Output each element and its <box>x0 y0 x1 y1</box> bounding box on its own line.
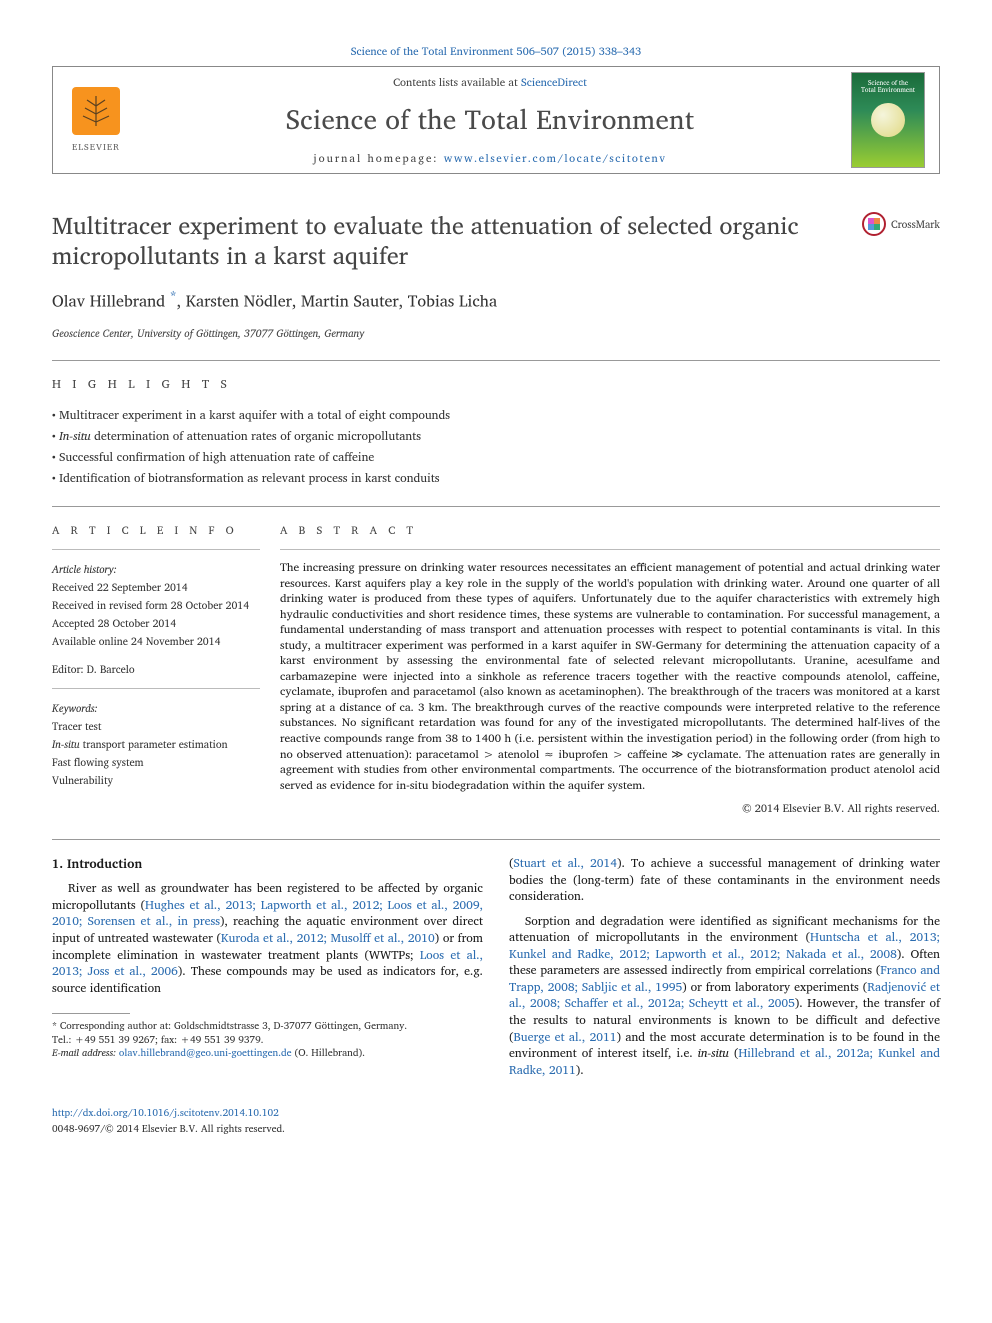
history-accepted: Accepted 28 October 2014 <box>52 614 260 632</box>
elsevier-logo: ELSEVIER <box>67 84 125 156</box>
homepage-label: journal homepage: <box>313 149 443 167</box>
intro-paragraph-1: River as well as groundwater has been re… <box>52 881 483 997</box>
top-citation[interactable]: Science of the Total Environment 506–507… <box>52 42 940 60</box>
corresponding-footnote: * Corresponding author at: Goldschmidtst… <box>52 1020 483 1061</box>
highlight-item: Successful confirmation of high attenuat… <box>52 448 940 467</box>
article-title: Multitracer experiment to evaluate the a… <box>52 210 812 270</box>
keyword: Vulnerability <box>52 771 260 789</box>
history-revised: Received in revised form 28 October 2014 <box>52 596 260 614</box>
crossmark-icon <box>862 212 886 236</box>
intro-paragraph-1-cont: (Stuart et al., 2014). To achieve a succ… <box>509 856 940 906</box>
highlights-heading: H I G H L I G H T S <box>52 360 940 394</box>
keywords-label: Keywords: <box>52 699 260 717</box>
highlight-item: In-situ determination of attenuation rat… <box>52 427 940 446</box>
crossmark-label: CrossMark <box>891 215 940 233</box>
cover-title-2: Total Environment <box>861 86 915 93</box>
history-online: Available online 24 November 2014 <box>52 632 260 650</box>
contents-line: Contents lists available at ScienceDirec… <box>143 73 837 91</box>
cover-globe-icon <box>871 103 905 137</box>
history-received: Received 22 September 2014 <box>52 578 260 596</box>
author-list: Olav Hillebrand *, Karsten Nödler, Marti… <box>52 284 940 314</box>
email-suffix: (O. Hillebrand). <box>292 1045 365 1061</box>
affiliation: Geoscience Center, University of Götting… <box>52 324 940 342</box>
journal-title: Science of the Total Environment <box>143 97 837 141</box>
history-label: Article history: <box>52 560 260 578</box>
journal-header: ELSEVIER Contents lists available at Sci… <box>52 66 940 174</box>
highlights-list: Multitracer experiment in a karst aquife… <box>52 406 940 488</box>
keyword: Fast flowing system <box>52 753 260 771</box>
elsevier-wordmark: ELSEVIER <box>72 139 120 154</box>
highlight-item: Multitracer experiment in a karst aquife… <box>52 406 940 425</box>
issn-copyright: 0048-9697/© 2014 Elsevier B.V. All right… <box>52 1121 940 1137</box>
sciencedirect-link[interactable]: ScienceDirect <box>521 73 587 91</box>
homepage-line: journal homepage: www.elsevier.com/locat… <box>143 149 837 167</box>
keyword: Tracer test <box>52 717 260 735</box>
abstract-copyright: © 2014 Elsevier B.V. All rights reserved… <box>280 799 940 817</box>
journal-cover-thumbnail: Science of the Total Environment <box>851 72 925 168</box>
journal-homepage-link[interactable]: www.elsevier.com/locate/scitotenv <box>444 149 667 167</box>
article-info-heading: A R T I C L E I N F O <box>52 521 260 539</box>
doi-link[interactable]: http://dx.doi.org/10.1016/j.scitotenv.20… <box>52 1105 940 1121</box>
editor-line: Editor: D. Barcelo <box>52 660 260 678</box>
contents-label: Contents lists available at <box>393 73 521 91</box>
highlight-item: Identification of biotransformation as r… <box>52 469 940 488</box>
intro-paragraph-2: Sorption and degradation were identified… <box>509 914 940 1079</box>
elsevier-tree-icon <box>72 87 120 135</box>
abstract-heading: A B S T R A C T <box>280 521 940 539</box>
section-1-title: 1. Introduction <box>52 856 483 873</box>
crossmark-badge[interactable]: CrossMark <box>862 212 940 236</box>
email-label: E-mail address: <box>52 1045 119 1061</box>
abstract-text: The increasing pressure on drinking wate… <box>280 560 940 793</box>
keyword: In-situ transport parameter estimation <box>52 735 260 753</box>
corr-email-link[interactable]: olav.hillebrand@geo.uni-goettingen.de <box>119 1045 292 1061</box>
